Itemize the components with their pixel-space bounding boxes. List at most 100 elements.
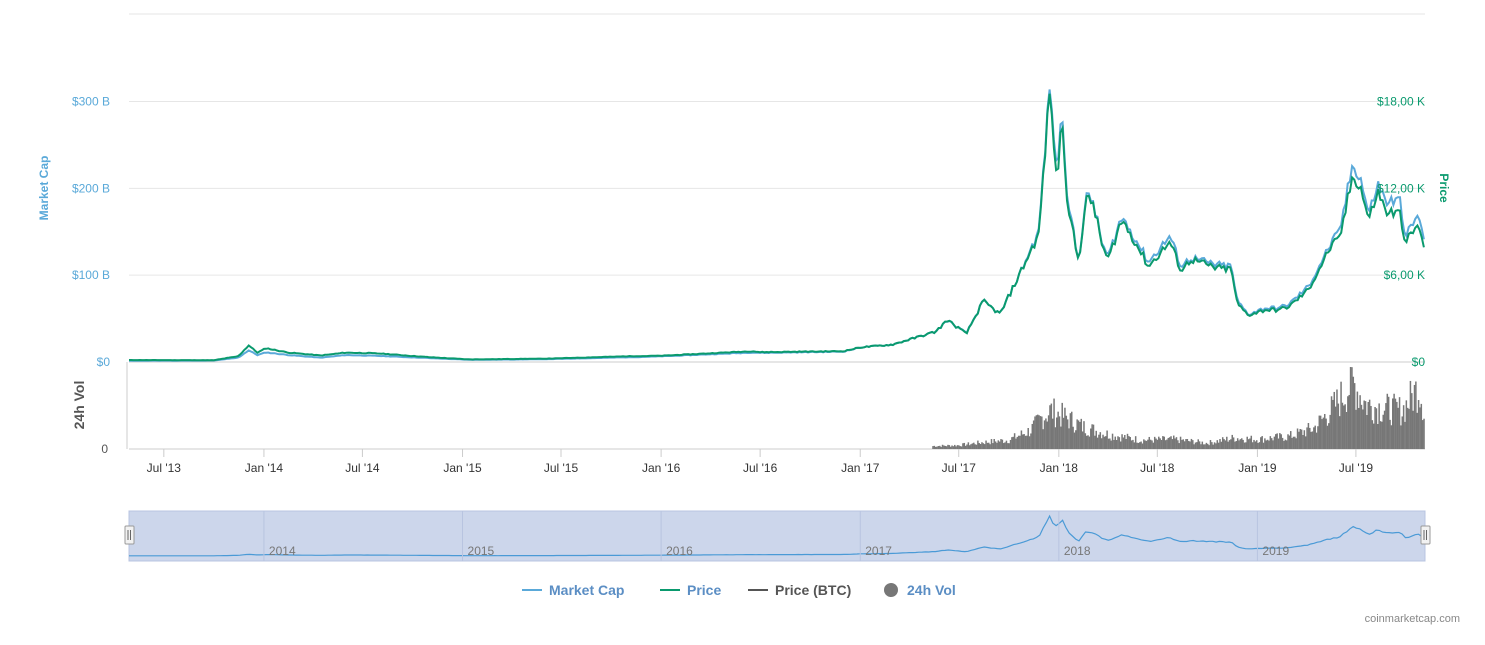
volume-bar	[1045, 418, 1047, 449]
volume-bar	[983, 444, 986, 449]
volume-bar	[1235, 441, 1238, 449]
volume-bar	[1171, 439, 1174, 449]
legend-item[interactable]: Market Cap	[522, 582, 624, 598]
volume-bar	[1283, 440, 1285, 449]
volume-bar	[937, 446, 940, 449]
volume-bar	[1007, 443, 1009, 449]
volume-bar	[1001, 439, 1004, 449]
volume-bar	[1115, 439, 1118, 449]
volume-bar	[971, 443, 974, 449]
volume-bar	[1355, 409, 1357, 449]
volume-bar	[955, 446, 957, 449]
volume-bar	[1020, 430, 1023, 449]
volume-bar	[1034, 416, 1036, 449]
volume-bar	[1152, 442, 1155, 449]
volume-bar	[990, 439, 993, 449]
x-tick-label: Jan '16	[642, 461, 681, 475]
x-tick-label: Jul '17	[942, 461, 977, 475]
volume-bar	[1054, 427, 1057, 449]
volume-bar	[1187, 441, 1190, 449]
volume-bar	[1315, 432, 1318, 449]
legend-label: 24h Vol	[907, 582, 956, 598]
volume-bar	[1394, 398, 1397, 449]
volume-bar	[1223, 439, 1225, 449]
volume-bar	[1119, 441, 1122, 449]
volume-bar	[1277, 438, 1280, 449]
volume-bar	[1260, 437, 1262, 449]
volume-bar	[1314, 425, 1316, 449]
legend-label: Market Cap	[549, 582, 624, 598]
volume-bar	[1077, 420, 1080, 449]
volume-bar	[1318, 415, 1321, 449]
volume-bar	[1009, 439, 1012, 449]
volume-bar	[1245, 442, 1247, 449]
volume-bar	[1366, 414, 1368, 449]
volume-bar	[1073, 432, 1076, 449]
axes: $0 $100 B $200 B $300 B $0 $6,00 K $12,00 K $18…	[72, 95, 1425, 476]
legend-label: Price (BTC)	[775, 582, 851, 598]
volume-bar	[1201, 441, 1204, 449]
volume-bar	[1122, 437, 1125, 449]
volume-bar	[1193, 444, 1195, 449]
legend-item[interactable]: 24h Vol	[884, 582, 956, 598]
volume-bar	[1004, 442, 1006, 449]
volume-bar	[1132, 439, 1134, 449]
volume-bar	[958, 445, 960, 449]
market-cap-line	[129, 89, 1425, 362]
volume-bar	[1028, 436, 1031, 449]
volume-bar	[1300, 429, 1303, 449]
y-right-axis-title: Price	[1437, 173, 1451, 203]
price-line	[129, 93, 1425, 362]
volume-bar	[1098, 434, 1100, 449]
volume-bar	[1249, 438, 1251, 449]
volume-bar	[1061, 402, 1063, 449]
volume-bar	[1356, 391, 1359, 449]
volume-bar	[1060, 426, 1062, 449]
volume-bar	[956, 445, 959, 449]
volume-bar	[1273, 436, 1276, 449]
volume-bar	[1333, 391, 1336, 449]
volume-bar	[1178, 443, 1180, 449]
volume-bar	[1144, 440, 1146, 449]
volume-bar	[1347, 396, 1349, 449]
volume-bar	[948, 445, 951, 449]
volume-bar	[1372, 423, 1375, 449]
volume-bar	[1405, 400, 1408, 449]
volume-bar	[1387, 396, 1390, 449]
volume-bar	[1023, 434, 1025, 449]
volume-bar	[1296, 428, 1299, 449]
navigator-year-label: 2015	[468, 544, 495, 558]
volume-bar	[1100, 438, 1103, 449]
volume-bar	[1341, 402, 1344, 449]
volume-bar	[1413, 384, 1416, 449]
volume-bar	[1088, 436, 1091, 449]
legend-item[interactable]: Price (BTC)	[748, 582, 851, 598]
volume-bar	[1398, 397, 1401, 449]
volume-bar	[1345, 411, 1348, 449]
volume-bar	[1075, 430, 1077, 449]
volume-bar	[1302, 434, 1304, 449]
volume-bar	[1027, 428, 1029, 449]
legend-item[interactable]: Price	[660, 582, 721, 598]
volume-bar	[1295, 438, 1297, 449]
range-navigator[interactable]: 2014 2015 2016 2017 2018 2019	[124, 510, 1431, 562]
volume-bar	[1250, 435, 1253, 449]
navigator-right-handle[interactable]	[1420, 525, 1431, 545]
volume-bar	[1270, 438, 1273, 449]
volume-bar	[1032, 420, 1035, 449]
volume-bar	[1031, 423, 1034, 449]
y-right-tick-label: $0	[1412, 355, 1426, 369]
volume-bar	[1292, 436, 1295, 449]
volume-bar	[1411, 393, 1413, 449]
volume-bar	[1351, 367, 1353, 449]
volume-bar	[1143, 439, 1145, 449]
volume-bar	[989, 444, 991, 449]
volume-bar	[1058, 416, 1061, 449]
volume-bar	[1357, 407, 1360, 449]
y-right-tick-label: $18,00 K	[1377, 95, 1425, 109]
navigator-left-handle[interactable]	[124, 525, 135, 545]
volume-bar	[1041, 416, 1043, 449]
volume-bar	[1294, 436, 1296, 449]
volume-bar	[1103, 436, 1106, 449]
volume-bar	[988, 442, 990, 449]
